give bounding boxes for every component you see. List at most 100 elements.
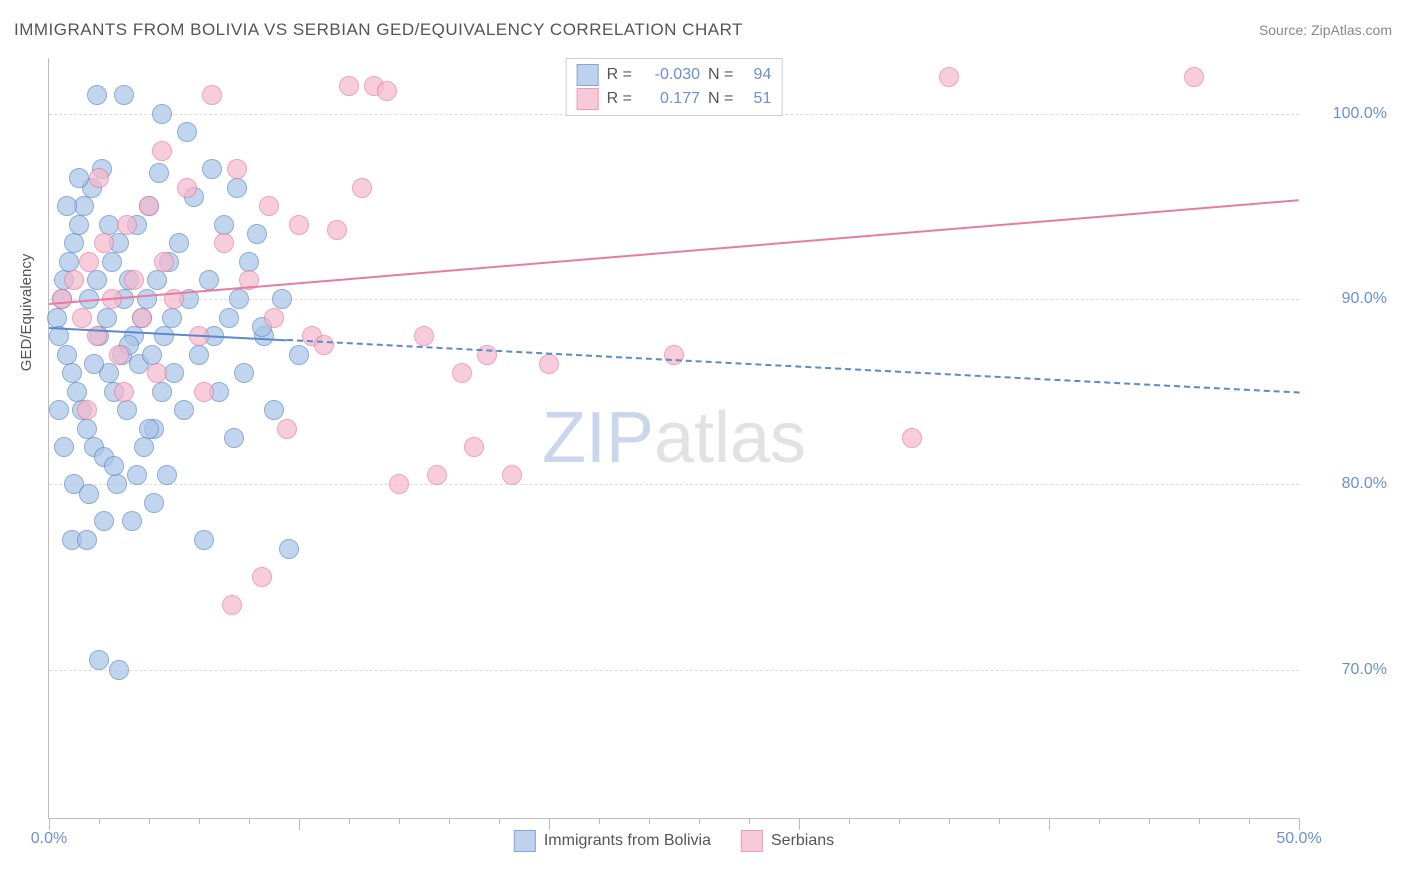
scatter-point-bolivia	[104, 456, 124, 476]
xtick	[499, 818, 500, 824]
scatter-point-bolivia	[137, 289, 157, 309]
scatter-point-serbians	[202, 85, 222, 105]
ytick-label: 90.0%	[1307, 290, 1387, 308]
scatter-point-serbians	[139, 196, 159, 216]
xtick	[999, 818, 1000, 824]
scatter-point-serbians	[94, 233, 114, 253]
xtick	[449, 818, 450, 824]
scatter-point-serbians	[147, 363, 167, 383]
scatter-point-bolivia	[154, 326, 174, 346]
scatter-point-serbians	[377, 81, 397, 101]
scatter-point-serbians	[252, 567, 272, 587]
scatter-point-serbians	[664, 345, 684, 365]
xtick-label: 50.0%	[1276, 830, 1321, 848]
scatter-point-bolivia	[49, 400, 69, 420]
scatter-point-bolivia	[47, 308, 67, 328]
scatter-point-serbians	[52, 289, 72, 309]
plot-area: ZIPatlas R = -0.030 N = 94 R = 0.177 N =…	[48, 58, 1299, 819]
scatter-point-serbians	[389, 474, 409, 494]
scatter-point-serbians	[352, 178, 372, 198]
scatter-point-bolivia	[272, 289, 292, 309]
legend-item-serbians: Serbians	[741, 830, 834, 852]
scatter-point-bolivia	[134, 437, 154, 457]
legend-r-label: R =	[607, 66, 632, 84]
scatter-point-serbians	[327, 220, 347, 240]
scatter-point-serbians	[152, 141, 172, 161]
source-label: Source: ZipAtlas.com	[1259, 22, 1392, 38]
legend-n-value: 51	[741, 90, 771, 108]
trend-line-serbians	[49, 199, 1299, 305]
legend-swatch-serbians	[741, 830, 763, 852]
scatter-point-serbians	[289, 215, 309, 235]
chart-title: IMMIGRANTS FROM BOLIVIA VS SERBIAN GED/E…	[14, 20, 743, 40]
scatter-point-bolivia	[57, 345, 77, 365]
ytick-label: 100.0%	[1307, 105, 1387, 123]
scatter-point-bolivia	[199, 270, 219, 290]
scatter-point-bolivia	[202, 159, 222, 179]
xtick	[849, 818, 850, 824]
legend-stats: R = -0.030 N = 94 R = 0.177 N = 51	[566, 58, 783, 116]
scatter-point-serbians	[502, 465, 522, 485]
legend-r-label: R =	[607, 90, 632, 108]
scatter-point-serbians	[452, 363, 472, 383]
legend-swatch-bolivia	[514, 830, 536, 852]
xtick	[1199, 818, 1200, 824]
scatter-point-serbians	[114, 382, 134, 402]
scatter-point-bolivia	[239, 252, 259, 272]
xtick	[399, 818, 400, 824]
xtick	[199, 818, 200, 824]
scatter-point-bolivia	[234, 363, 254, 383]
scatter-point-bolivia	[117, 400, 137, 420]
scatter-point-bolivia	[289, 345, 309, 365]
yaxis-label: GED/Equivalency	[18, 254, 35, 372]
scatter-point-serbians	[109, 345, 129, 365]
scatter-point-serbians	[194, 382, 214, 402]
scatter-point-bolivia	[157, 465, 177, 485]
scatter-point-serbians	[314, 335, 334, 355]
legend-n-value: 94	[741, 66, 771, 84]
scatter-point-serbians	[477, 345, 497, 365]
scatter-point-serbians	[64, 270, 84, 290]
xtick	[99, 818, 100, 824]
scatter-point-bolivia	[264, 400, 284, 420]
scatter-point-serbians	[227, 159, 247, 179]
scatter-point-bolivia	[229, 289, 249, 309]
xtick	[799, 818, 800, 830]
scatter-point-bolivia	[102, 252, 122, 272]
scatter-point-bolivia	[169, 233, 189, 253]
scatter-point-serbians	[259, 196, 279, 216]
scatter-point-bolivia	[152, 104, 172, 124]
scatter-point-serbians	[1184, 67, 1204, 87]
xtick	[899, 818, 900, 824]
legend-swatch-bolivia	[577, 64, 599, 86]
trend-line-bolivia	[286, 339, 1299, 394]
legend-item-bolivia: Immigrants from Bolivia	[514, 830, 711, 852]
scatter-point-serbians	[264, 308, 284, 328]
scatter-point-bolivia	[79, 484, 99, 504]
xtick	[1099, 818, 1100, 824]
scatter-point-bolivia	[64, 233, 84, 253]
legend-r-value: 0.177	[640, 90, 700, 108]
scatter-point-bolivia	[147, 270, 167, 290]
scatter-point-bolivia	[127, 465, 147, 485]
legend-stats-row: R = -0.030 N = 94	[577, 63, 772, 87]
scatter-point-bolivia	[149, 163, 169, 183]
legend-swatch-serbians	[577, 88, 599, 110]
xtick	[149, 818, 150, 824]
xtick	[349, 818, 350, 824]
legend-label: Serbians	[771, 832, 834, 850]
xtick	[299, 818, 300, 830]
legend-n-label: N =	[708, 66, 733, 84]
xtick	[1149, 818, 1150, 824]
scatter-point-bolivia	[59, 252, 79, 272]
scatter-point-serbians	[222, 595, 242, 615]
legend-stats-row: R = 0.177 N = 51	[577, 87, 772, 111]
scatter-point-bolivia	[219, 308, 239, 328]
xtick-label: 0.0%	[31, 830, 67, 848]
scatter-point-serbians	[154, 252, 174, 272]
legend-series: Immigrants from Bolivia Serbians	[514, 830, 834, 852]
watermark-atlas: atlas	[654, 398, 806, 478]
gridline	[49, 484, 1299, 485]
xtick	[649, 818, 650, 824]
scatter-point-bolivia	[224, 428, 244, 448]
